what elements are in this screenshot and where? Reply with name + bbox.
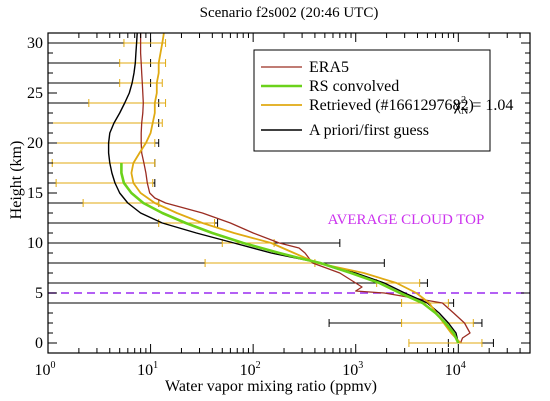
x-tick-mantissa: 10 <box>35 362 51 379</box>
y-tick-label: 0 <box>35 335 43 352</box>
y-tick-label: 15 <box>27 185 43 202</box>
series-line-retrieved-1661297682 <box>130 33 462 344</box>
x-tick-exponent: 4 <box>461 360 466 371</box>
x-tick-label: 101 <box>137 360 158 379</box>
x-tick-label: 102 <box>240 360 261 379</box>
x-tick-label: 103 <box>342 360 363 379</box>
y-tick-label: 5 <box>35 285 43 302</box>
chi-subscript: N <box>461 106 468 117</box>
x-tick-exponent: 1 <box>153 360 158 371</box>
legend-label-retrieved-1661297682: Retrieved (#1661297682) <box>309 97 474 114</box>
chart-title: Scenario f2s002 (20:46 UTC) <box>200 5 379 21</box>
series-line-rs-convolved <box>120 163 460 344</box>
x-tick-exponent: 2 <box>256 360 261 371</box>
chi-superscript: 2 <box>461 95 466 106</box>
y-tick-label: 10 <box>27 235 43 252</box>
chi-value: = 1.04 <box>472 97 513 114</box>
y-tick-label: 25 <box>27 85 43 102</box>
y-axis-label: Height (km) <box>8 141 25 220</box>
y-tick-label: 20 <box>27 135 43 152</box>
chi-square-label: χ2 N = 1.04 <box>453 95 513 117</box>
cloud-top-label: AVERAGE CLOUD TOP <box>328 212 485 228</box>
x-tick-mantissa: 10 <box>137 362 153 379</box>
legend: ERA5 RS convolved Retrieved (#1661297682) A… <box>253 49 513 152</box>
legend-label-rs-convolved: RS convolved <box>309 78 399 95</box>
chi-symbol: χ <box>453 97 462 114</box>
x-tick-mantissa: 10 <box>240 362 256 379</box>
x-axis-label: Water vapor mixing ratio (ppmv) <box>165 378 377 395</box>
x-tick-label: 104 <box>445 360 466 379</box>
legend-label-a-priori-first-guess: A priori/first guess <box>309 122 429 139</box>
y-tick-label: 30 <box>27 35 43 52</box>
x-tick-mantissa: 10 <box>342 362 358 379</box>
x-tick-exponent: 3 <box>358 360 363 371</box>
x-tick-mantissa: 10 <box>445 362 461 379</box>
error-bars-layer <box>48 39 494 347</box>
legend-label-era5: ERA5 <box>309 59 349 76</box>
x-tick-label: 100 <box>35 360 56 379</box>
series-line-a-priori-first-guess <box>107 33 459 344</box>
x-tick-exponent: 0 <box>51 360 56 371</box>
series-layer <box>107 33 471 344</box>
series-line-era5 <box>139 33 471 344</box>
